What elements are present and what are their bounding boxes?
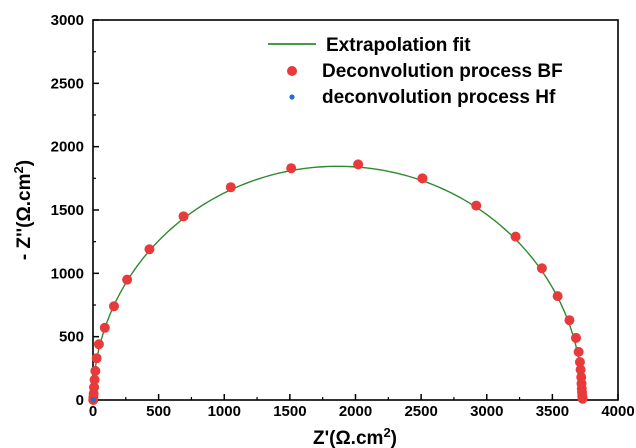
x-tick-label: 2500: [404, 403, 437, 420]
bf-point: [510, 231, 521, 242]
y-tick-label: 0: [76, 392, 84, 409]
bf-point: [286, 163, 297, 174]
bf-point: [577, 393, 588, 404]
fit-line: [92, 165, 584, 401]
bf-point: [564, 315, 575, 326]
bf-point: [89, 382, 100, 393]
bf-point: [471, 200, 482, 211]
y-tick-label: 3000: [51, 12, 84, 29]
bf-point: [571, 332, 581, 343]
fit-layer: [92, 165, 584, 401]
y-tick-label: 1500: [51, 202, 84, 219]
x-tick-label: 3500: [536, 403, 569, 420]
legend-marker-hf: [289, 94, 295, 100]
x-tick-label: 3000: [470, 403, 503, 420]
x-tick-label: 0: [89, 403, 97, 420]
y-tick-label: 2000: [51, 139, 84, 156]
bf-point: [91, 353, 102, 364]
bf-point: [225, 182, 236, 193]
y-tick-label: 500: [59, 329, 84, 346]
x-axis-title: Z'(Ω.cm2): [313, 425, 397, 448]
bf-point: [99, 322, 110, 333]
y-tick-label: 2500: [51, 75, 84, 92]
bf-point: [574, 357, 585, 367]
legend-label-bf: Deconvolution process BF: [322, 61, 563, 82]
y-tick-label: 1000: [51, 265, 84, 282]
y-axis-title-sup: 2: [11, 166, 26, 173]
bf-point: [122, 274, 133, 285]
bf-point: [144, 244, 155, 255]
bf-point: [109, 301, 119, 312]
bf-point: [575, 364, 586, 375]
bf-point: [536, 263, 547, 274]
x-tick-label: 1000: [208, 403, 241, 420]
x-tick-label: 1500: [273, 403, 306, 420]
axis-ticks: 0 500 1000 1500 2000 2500 3000 3500 4000 0 500 1000…: [51, 12, 635, 420]
bf-point: [573, 346, 584, 357]
legend-marker-bf: [287, 66, 297, 76]
bf-point: [178, 211, 189, 222]
bf-point: [353, 159, 364, 170]
x-axis-title-sup: 2: [383, 425, 390, 440]
bf-point: [417, 173, 428, 184]
x-tick-label: 4000: [601, 403, 634, 420]
y-axis-title-end: ): [14, 160, 35, 166]
bf-point: [89, 374, 100, 385]
points-layer: [88, 159, 588, 405]
bf-point: [93, 339, 104, 350]
legend-label-hf: deconvolution process Hf: [322, 87, 556, 108]
legend-label-fit: Extrapolation fit: [326, 35, 471, 56]
y-axis-title: - Z''(Ω.cm2): [11, 160, 35, 260]
x-tick-label: 2000: [339, 403, 372, 420]
legend: Extrapolation fit Deconvolution process …: [268, 35, 563, 108]
x-tick-label: 500: [146, 403, 171, 420]
x-axis-title-end: ): [391, 428, 397, 448]
hf-point: [90, 397, 96, 403]
bf-point: [90, 365, 101, 376]
bf-point: [552, 291, 563, 302]
